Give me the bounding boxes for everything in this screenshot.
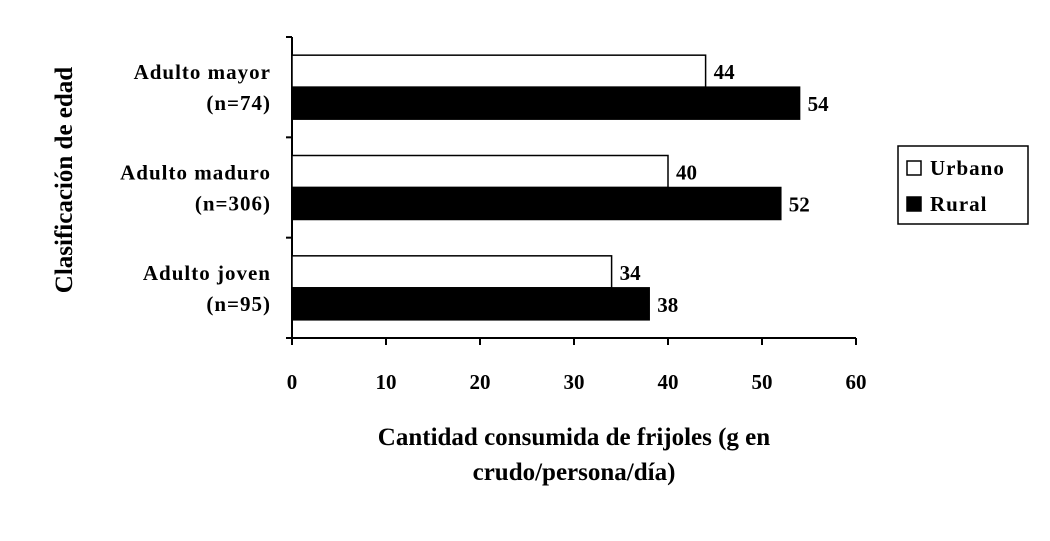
bar-urbano [291, 255, 613, 289]
bar-rural [291, 287, 650, 321]
bar-rural [291, 86, 801, 120]
bar-urbano [291, 54, 707, 88]
data-label: 34 [620, 261, 642, 285]
data-label: 54 [808, 92, 830, 116]
x-tick-label: 20 [470, 370, 491, 394]
x-tick-label: 50 [752, 370, 773, 394]
bar-rural [291, 186, 782, 221]
x-tick-label: 60 [846, 370, 867, 394]
category-label: (n=306) [195, 192, 271, 216]
y-axis-title: Clasificación de edad [51, 67, 78, 293]
category-label: Adulto joven [143, 261, 271, 285]
legend-label: Rural [930, 192, 988, 216]
legend-swatch-urbano [906, 160, 922, 176]
x-tick-label: 0 [287, 370, 298, 394]
data-label: 52 [789, 193, 810, 217]
data-label: 40 [676, 161, 697, 185]
x-tick-label: 30 [564, 370, 585, 394]
category-label: Adulto maduro [120, 161, 271, 185]
category-label: (n=95) [206, 292, 271, 316]
data-label: 38 [657, 293, 678, 317]
legend-swatch-rural [906, 196, 922, 212]
x-tick-label: 40 [658, 370, 679, 394]
category-label: (n=74) [206, 91, 271, 115]
bar-urbano [291, 154, 669, 189]
x-axis-title: Cantidad consumida de frijoles (g en [378, 424, 770, 451]
x-tick-label: 10 [376, 370, 397, 394]
category-label: Adulto mayor [134, 60, 271, 84]
x-axis-title: crudo/persona/día) [473, 459, 676, 486]
legend-label: Urbano [930, 156, 1005, 180]
data-label: 44 [714, 60, 736, 84]
